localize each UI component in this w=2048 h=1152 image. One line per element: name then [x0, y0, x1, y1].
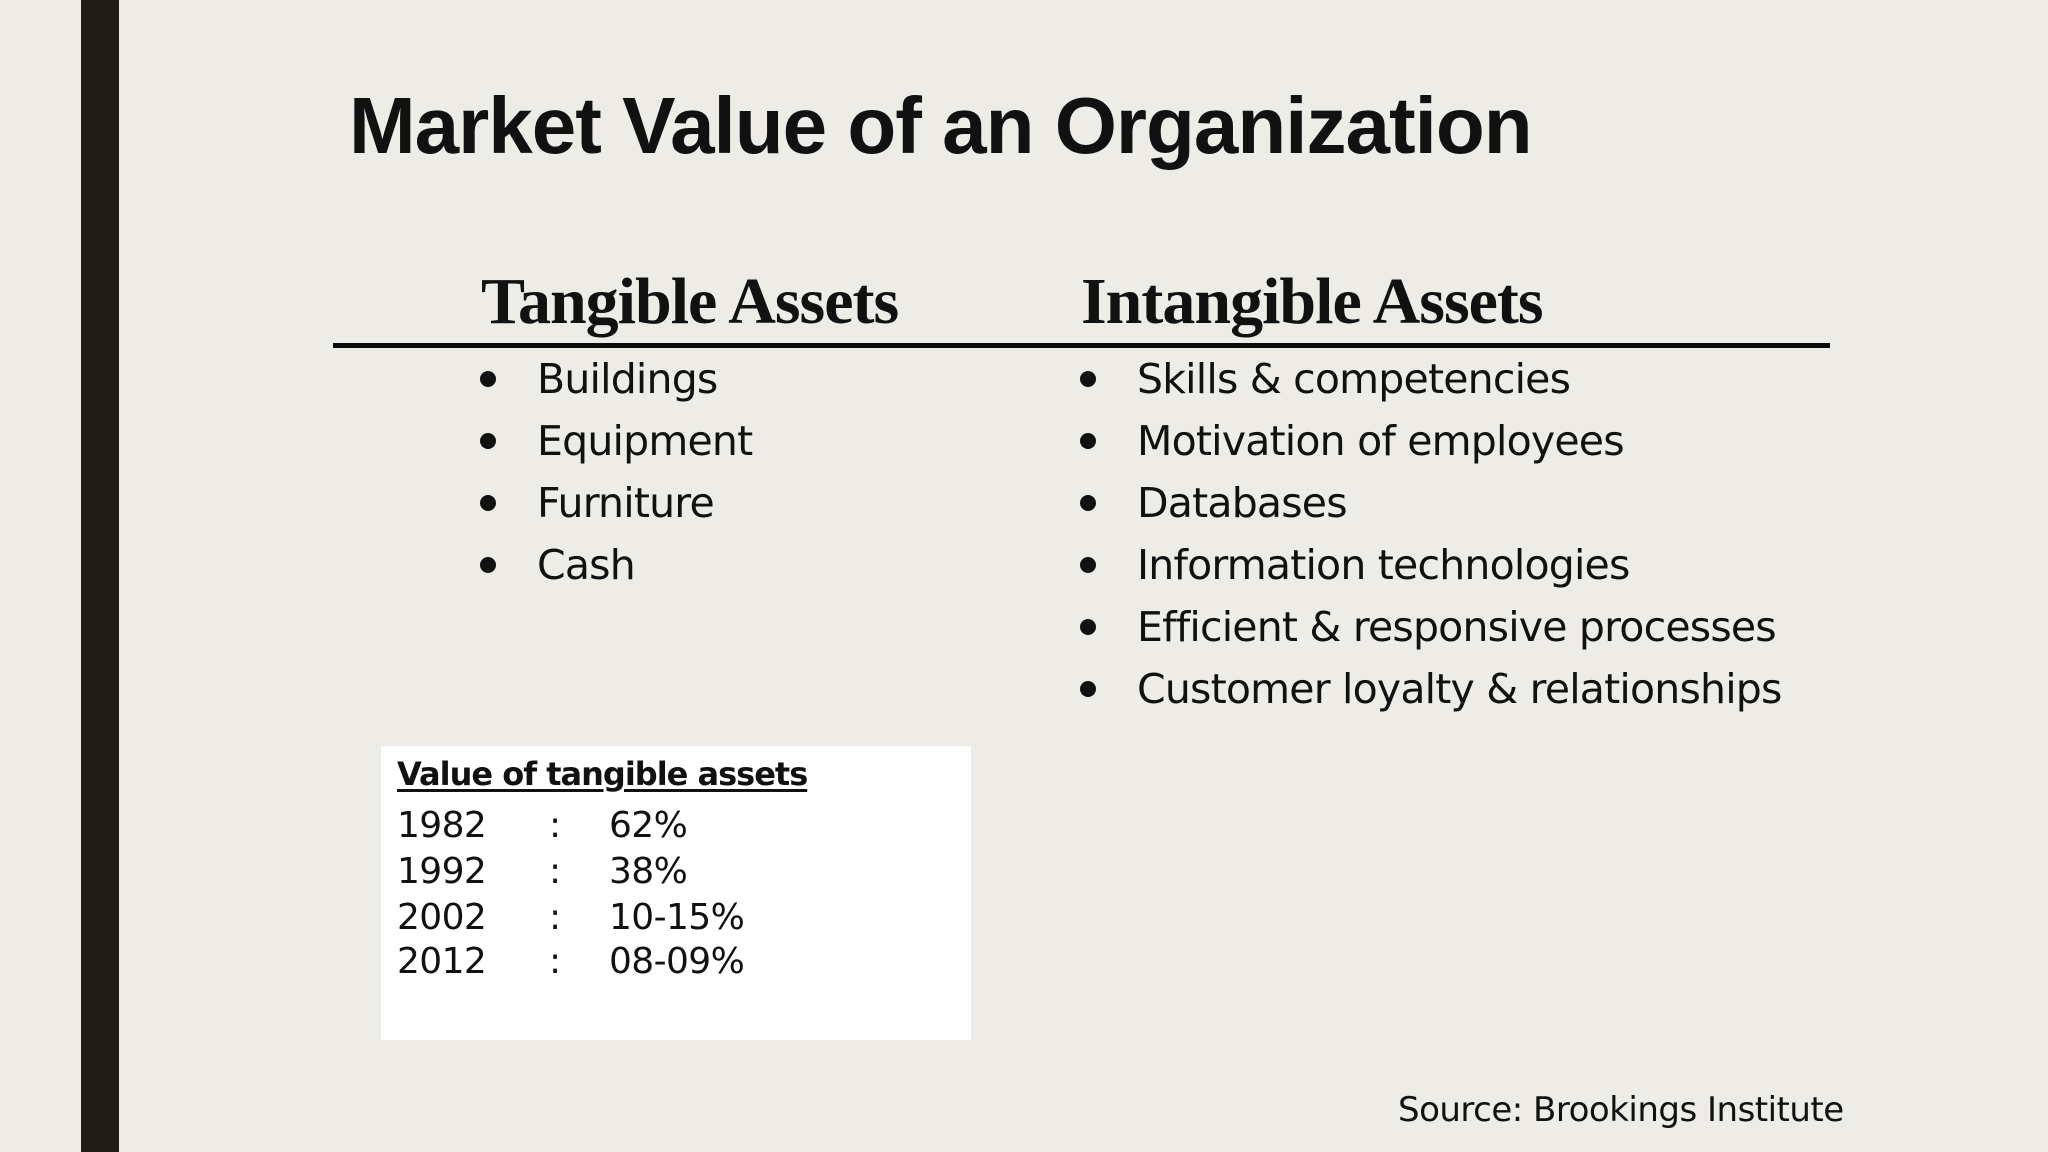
value-row-value: 62% [609, 805, 688, 846]
source-citation: Source: Brookings Institute [1398, 1090, 1844, 1130]
list-item-label: Customer loyalty & relationships [1137, 665, 1782, 713]
list-item-label: Buildings [537, 355, 718, 403]
intangible-assets-heading: Intangible Assets [1081, 265, 1544, 338]
bullet-icon [1080, 557, 1096, 573]
value-row-separator: : [549, 941, 561, 982]
list-item-label: Information technologies [1137, 541, 1630, 589]
value-row-value: 38% [609, 851, 688, 892]
bullet-icon [1080, 371, 1096, 387]
left-accent-bar [81, 0, 119, 1152]
value-row-year: 1982 [397, 805, 487, 846]
tangible-value-box: Value of tangible assets 1982 : 62% 1992… [381, 746, 971, 1040]
list-item-label: Equipment [537, 417, 753, 465]
value-row-value: 10-15% [609, 897, 745, 938]
list-item-label: Efficient & responsive processes [1137, 603, 1777, 651]
tangible-assets-heading: Tangible Assets [481, 265, 899, 338]
bullet-icon [1080, 681, 1096, 697]
list-item-label: Motivation of employees [1137, 417, 1625, 465]
heading-divider [333, 343, 1830, 348]
list-item-label: Databases [1137, 479, 1348, 527]
bullet-icon [480, 371, 496, 387]
value-row-separator: : [549, 805, 561, 846]
slide-title: Market Value of an Organization [349, 81, 1533, 170]
bullet-icon [480, 557, 496, 573]
bullet-icon [480, 495, 496, 511]
bullet-icon [480, 433, 496, 449]
value-row-separator: : [549, 897, 561, 938]
list-item-label: Cash [537, 541, 636, 589]
bullet-icon [1080, 619, 1096, 635]
bullet-icon [1080, 433, 1096, 449]
value-box-title: Value of tangible assets [397, 755, 808, 793]
value-row-separator: : [549, 851, 561, 892]
list-item-label: Skills & competencies [1137, 355, 1571, 403]
bullet-icon [1080, 495, 1096, 511]
list-item-label: Furniture [537, 479, 715, 527]
value-row-year: 2002 [397, 897, 487, 938]
value-row-year: 2012 [397, 941, 487, 982]
value-row-year: 1992 [397, 851, 487, 892]
value-row-value: 08-09% [609, 941, 745, 982]
